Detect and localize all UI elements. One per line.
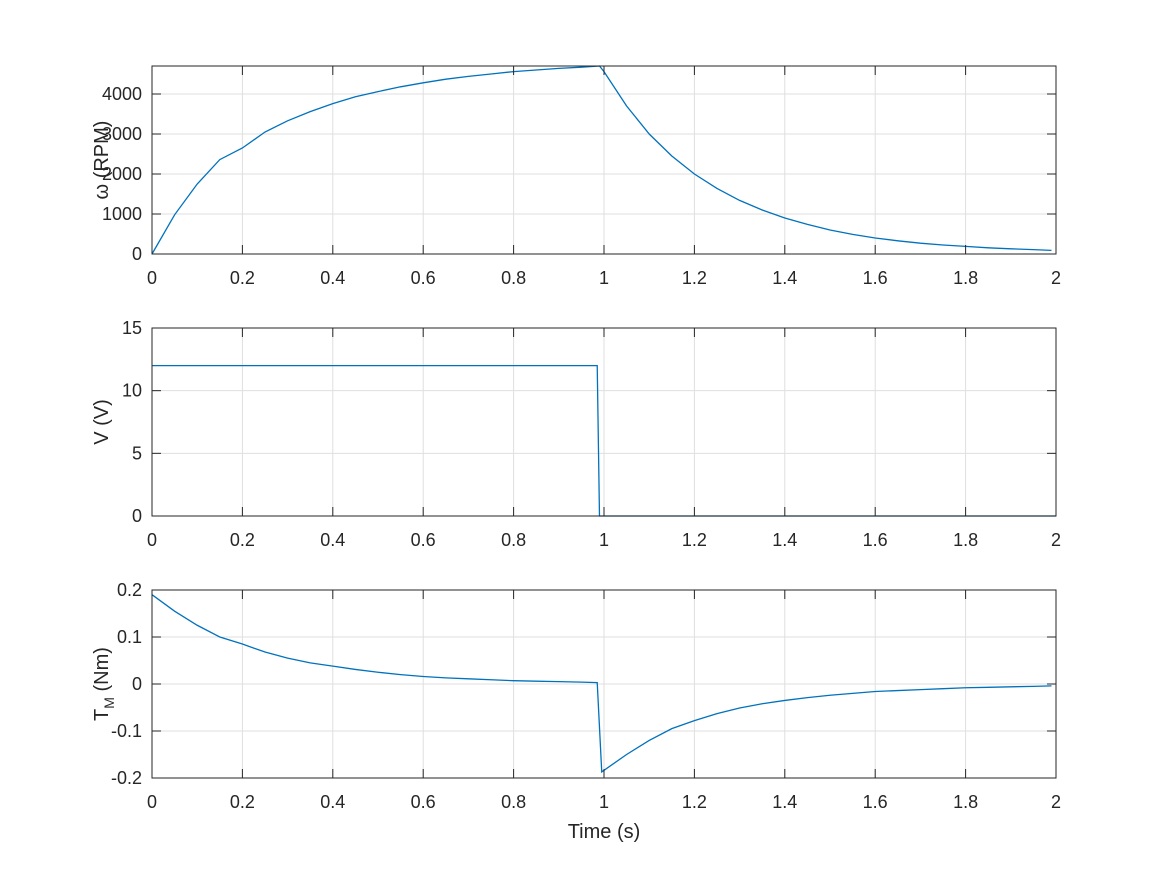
y-tick-label: 5 (132, 443, 142, 463)
y-axis-label-unit: (Nm) (91, 647, 113, 697)
y-tick-label: 0.2 (117, 580, 142, 600)
x-tick-label: 0.6 (411, 792, 436, 812)
y-tick-label: 2000 (102, 164, 142, 184)
x-tick-label: 0.4 (320, 268, 345, 288)
x-tick-label: 1.6 (863, 792, 888, 812)
x-tick-label: 2 (1051, 792, 1061, 812)
y-tick-label: 0 (132, 674, 142, 694)
y-axis-label-main: T (91, 709, 113, 721)
x-tick-label: 0.6 (411, 530, 436, 550)
y-tick-label: 0 (132, 506, 142, 526)
x-tick-label: 1.2 (682, 792, 707, 812)
x-tick-label: 0.2 (230, 792, 255, 812)
y-tick-label: -0.1 (111, 721, 142, 741)
x-tick-label: 1.8 (953, 268, 978, 288)
y-axis-label-subscript: M (101, 697, 117, 709)
x-tick-label: 1.4 (772, 268, 797, 288)
x-tick-label: 1.2 (682, 268, 707, 288)
x-tick-label: 0.4 (320, 792, 345, 812)
x-tick-label: 1 (599, 268, 609, 288)
x-tick-label: 0.8 (501, 530, 526, 550)
x-tick-label: 0.8 (501, 268, 526, 288)
y-axis-label: TM (Nm) (91, 647, 117, 721)
y-tick-label: 0 (132, 244, 142, 264)
x-tick-label: 1.8 (953, 792, 978, 812)
y-tick-label: 15 (122, 318, 142, 338)
series-line-torque (151, 594, 1052, 774)
x-tick-label: 0.2 (230, 530, 255, 550)
torque-plot: 0 0.2 0.4 0.6 0.8 1 1.2 1.4 1.6 1.8 2 -0.2 -0.1 0 0.1 0… (91, 580, 1061, 843)
y-axis-label: ω (RPM) (91, 121, 113, 200)
y-tick-label: 0.1 (117, 627, 142, 647)
x-tick-label: 1.8 (953, 530, 978, 550)
x-tick-label: 2 (1051, 268, 1061, 288)
x-tick-label: 1.6 (863, 530, 888, 550)
y-tick-label: -0.2 (111, 768, 142, 788)
x-tick-label: 1 (599, 530, 609, 550)
y-tick-label: 3000 (102, 124, 142, 144)
x-tick-label: 0 (147, 792, 157, 812)
x-tick-label: 0.6 (411, 268, 436, 288)
omega-plot: 0 0.2 0.4 0.6 0.8 1 1.2 1.4 1.6 1.8 2 0 1000 2000 3000… (91, 65, 1061, 288)
x-tick-label: 1 (599, 792, 609, 812)
y-axis-label: V (V) (91, 399, 113, 445)
y-tick-label: 10 (122, 381, 142, 401)
x-tick-label: 0.8 (501, 792, 526, 812)
x-tick-label: 0.4 (320, 530, 345, 550)
x-tick-label: 2 (1051, 530, 1061, 550)
x-tick-label: 0.2 (230, 268, 255, 288)
x-tick-label: 1.2 (682, 530, 707, 550)
y-tick-label: 1000 (102, 204, 142, 224)
x-tick-label: 1.6 (863, 268, 888, 288)
x-tick-label: 0 (147, 268, 157, 288)
series-line-omega (151, 65, 1052, 255)
x-tick-label: 0 (147, 530, 157, 550)
x-tick-label: 1.4 (772, 792, 797, 812)
x-tick-label: 1.4 (772, 530, 797, 550)
voltage-plot: 0 0.2 0.4 0.6 0.8 1 1.2 1.4 1.6 1.8 2 0 5 10 15 V (V) (91, 318, 1061, 550)
y-tick-label: 4000 (102, 84, 142, 104)
x-axis-label: Time (s) (568, 821, 641, 843)
